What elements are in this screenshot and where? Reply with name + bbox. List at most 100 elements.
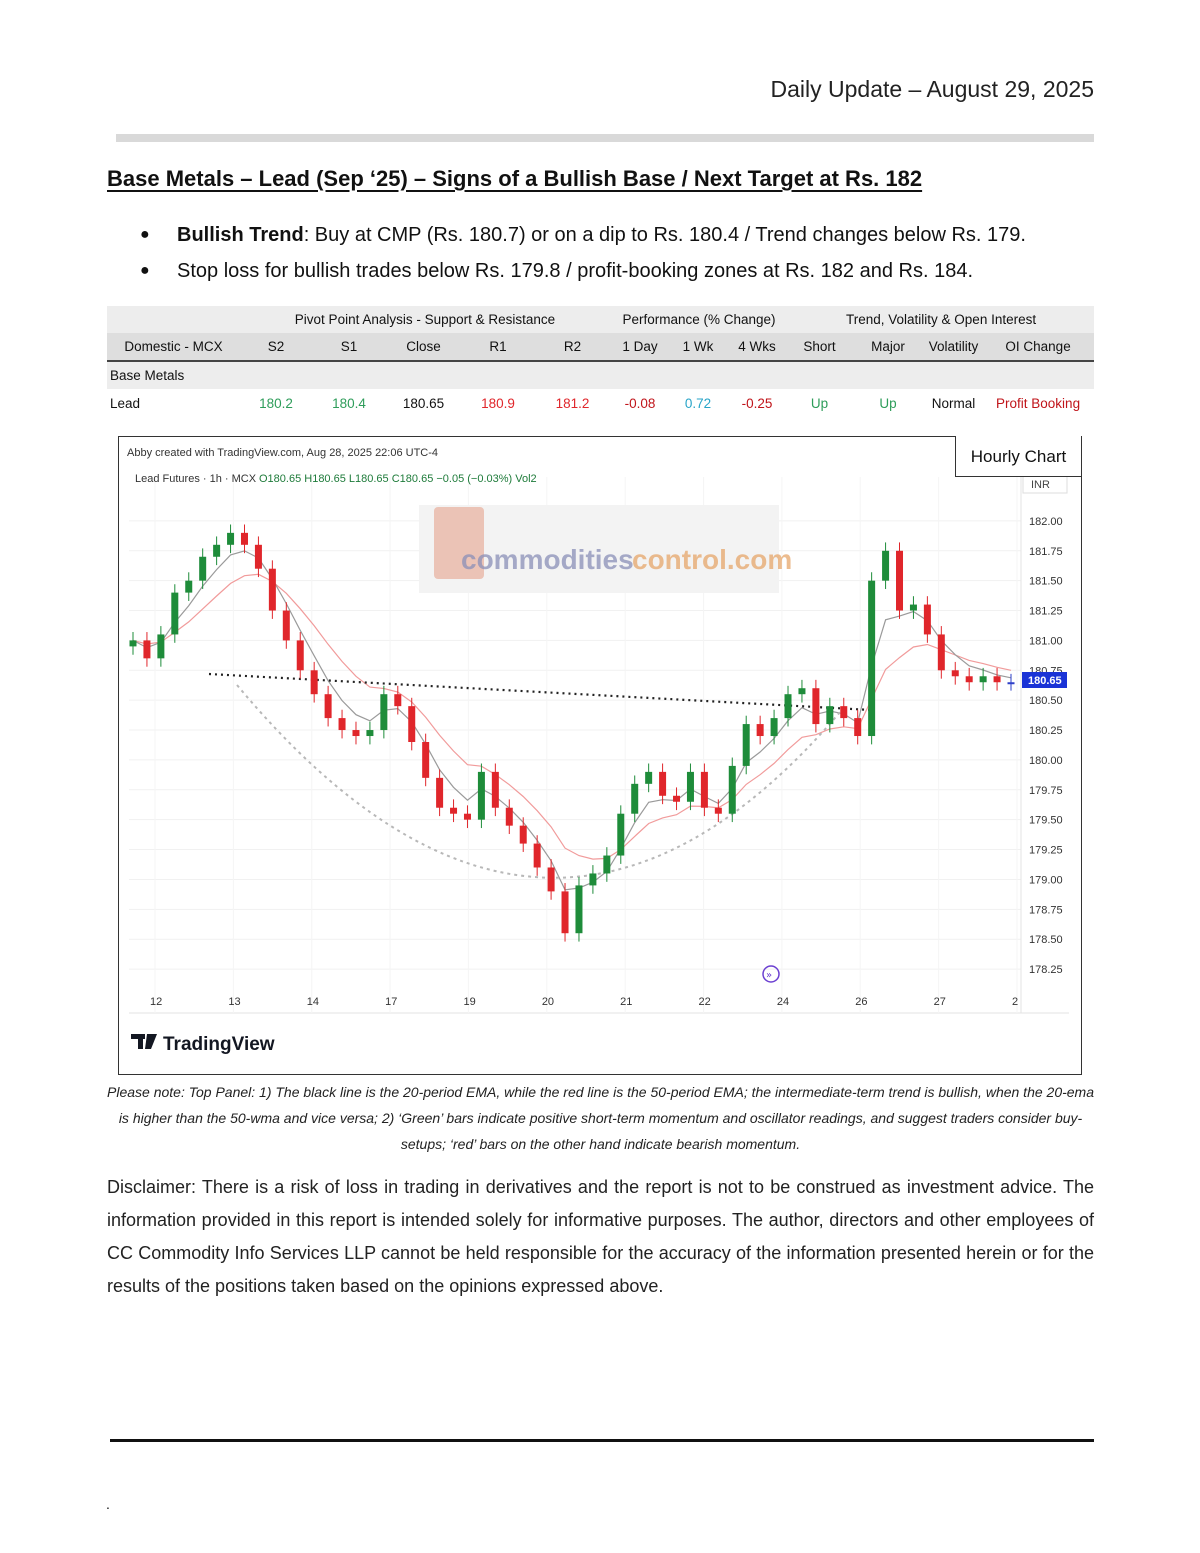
candle-body	[380, 694, 388, 731]
candle-body	[505, 807, 513, 826]
x-tick-label: 14	[307, 996, 319, 1008]
group-performance: Performance (% Change)	[610, 306, 789, 333]
col-header: Short	[788, 333, 852, 362]
watermark-text-a: commodities	[461, 544, 634, 575]
bullet-stoploss-text: Stop loss for bullish trades below Rs. 1…	[177, 260, 973, 282]
bullet-trend-text: : Buy at CMP (Rs. 180.7) or on a dip to …	[303, 224, 1026, 246]
footer-mark: .	[106, 1496, 110, 1512]
candle-body	[784, 694, 792, 719]
candle-body	[463, 813, 471, 820]
cell-s2: 180.2	[259, 396, 293, 411]
y-tick-label: 178.50	[1029, 934, 1063, 946]
candle-body	[742, 724, 750, 766]
candle-body	[575, 885, 583, 934]
watermark-text-b: control.com	[632, 544, 792, 575]
disclaimer-text: Disclaimer: There is a risk of loss in t…	[107, 1177, 1094, 1296]
table-row: Lead 180.2 180.4 180.65 180.9 181.2 -0.0…	[107, 389, 1094, 418]
y-tick-label: 178.25	[1029, 964, 1063, 976]
candle-body	[199, 556, 207, 581]
candle-body	[157, 634, 165, 659]
tradingview-logo: TradingView	[131, 1034, 275, 1055]
group-pivot: Pivot Point Analysis - Support & Resista…	[240, 306, 610, 333]
candle-body	[519, 825, 527, 844]
candle-body	[631, 783, 639, 814]
chart-frame: commodities control.com 182.00 181.75 181.…	[118, 436, 1082, 1075]
cell-major: Up	[879, 396, 897, 411]
x-tick-label: 26	[855, 996, 867, 1008]
x-tick-label: 12	[150, 996, 162, 1008]
cell-1wk: 0.72	[684, 396, 712, 411]
cell-oi-change: Profit Booking	[996, 396, 1081, 411]
report-title: Base Metals – Lead (Sep ‘25) – Signs of …	[107, 166, 923, 191]
candle-body	[408, 706, 416, 742]
col-header: R1	[461, 333, 535, 362]
candle-body	[296, 640, 304, 671]
candle-body	[882, 550, 890, 581]
x-tick-label: 2	[1012, 996, 1018, 1008]
hourly-chart-label: Hourly Chart	[955, 436, 1082, 477]
candle-body	[254, 544, 262, 569]
candle-body	[366, 730, 374, 737]
header-divider	[116, 134, 1094, 142]
trade-bullets: ● Bullish Trend: Buy at CMP (Rs. 180.7) …	[140, 220, 1026, 292]
y-tick-label: 180.00	[1029, 755, 1063, 767]
bullet-icon: ●	[140, 226, 150, 243]
candle-body	[240, 532, 248, 545]
col-header: 4 Wks	[726, 333, 789, 362]
table-group-row: Pivot Point Analysis - Support & Resista…	[107, 306, 1095, 333]
candle-body	[143, 640, 151, 659]
chart-symbol-line: Lead Futures · 1h · MCX	[135, 473, 257, 485]
neckline	[208, 672, 872, 712]
candle-body	[324, 694, 332, 719]
cell-close: 180.65	[402, 396, 445, 411]
col-header: S2	[240, 333, 312, 362]
col-header: Major	[851, 333, 926, 362]
y-tick-label: 180.50	[1029, 695, 1063, 707]
y-tick-label: 181.25	[1029, 606, 1063, 618]
y-tick-label: 179.50	[1029, 815, 1063, 827]
candle-body	[171, 592, 179, 635]
candle-body	[213, 544, 221, 557]
candles-group	[129, 524, 1015, 942]
y-tick-label: 182.00	[1029, 516, 1063, 528]
candle-body	[840, 706, 848, 719]
pivot-table: Pivot Point Analysis - Support & Resista…	[107, 306, 1095, 418]
candle-body	[923, 604, 931, 635]
candle-body	[826, 706, 834, 725]
col-header: Domestic - MCX	[107, 333, 240, 362]
group-trend: Trend, Volatility & Open Interest	[788, 306, 1095, 333]
candle-body	[896, 550, 904, 611]
candle-body	[491, 771, 499, 808]
candle-body	[798, 688, 806, 695]
watermark-icon	[434, 507, 484, 579]
candle-body	[310, 670, 318, 695]
candle-body	[728, 765, 736, 814]
chart-ohlc: O180.65 H180.65 L180.65 C180.65 −0.05 (−…	[259, 473, 537, 485]
candle-body	[617, 813, 625, 856]
cell-volatility: Normal	[931, 396, 976, 411]
event-marker-icon[interactable]	[762, 965, 780, 983]
candle-body	[979, 676, 987, 683]
bullet-trend-label: Bullish Trend	[177, 224, 304, 246]
last-price-badge	[1022, 672, 1067, 688]
candle-body	[993, 676, 1001, 683]
x-tick-label: 17	[385, 996, 397, 1008]
candle-body	[909, 604, 917, 611]
ema20-line	[132, 550, 1012, 891]
tv-logo-stem	[138, 1034, 143, 1049]
candle-body	[338, 718, 346, 731]
cell-r2: 181.2	[555, 396, 590, 411]
candle-body	[282, 610, 290, 641]
last-price-label: 180.65	[1028, 675, 1062, 687]
y-tick-label: 181.50	[1029, 576, 1063, 588]
candle-body	[673, 795, 681, 802]
col-header: S1	[312, 333, 386, 362]
col-header: 1 Wk	[670, 333, 726, 362]
cell-r1: 180.9	[481, 396, 515, 411]
candle-body	[770, 718, 778, 737]
candle-body	[700, 771, 708, 808]
y-tick-label: 180.25	[1029, 725, 1063, 737]
candle-body	[589, 873, 597, 886]
table-section-row: Base Metals	[107, 361, 1095, 389]
y-tick-label: 178.75	[1029, 904, 1063, 916]
